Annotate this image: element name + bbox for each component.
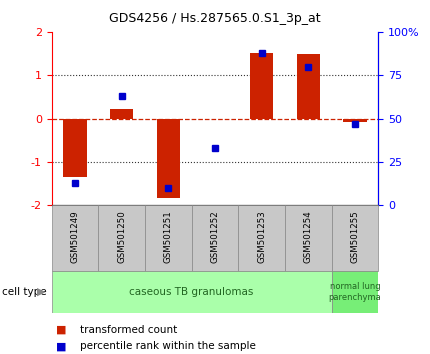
Bar <box>297 55 320 119</box>
Text: percentile rank within the sample: percentile rank within the sample <box>80 341 255 351</box>
Text: GSM501250: GSM501250 <box>117 211 126 263</box>
Text: ▶: ▶ <box>37 287 45 297</box>
Text: GSM501249: GSM501249 <box>71 211 80 263</box>
Text: transformed count: transformed count <box>80 325 177 335</box>
Text: GSM501252: GSM501252 <box>211 211 219 263</box>
Bar <box>192 205 238 271</box>
Text: GDS4256 / Hs.287565.0.S1_3p_at: GDS4256 / Hs.287565.0.S1_3p_at <box>109 12 321 25</box>
Bar <box>63 119 86 177</box>
Bar <box>52 271 332 313</box>
Bar <box>344 119 367 122</box>
Text: cell type: cell type <box>2 287 47 297</box>
Text: GSM501253: GSM501253 <box>257 211 266 263</box>
Bar <box>332 205 378 271</box>
Text: ■: ■ <box>56 341 66 351</box>
Bar <box>110 109 133 119</box>
Bar <box>250 53 273 119</box>
Bar <box>98 205 145 271</box>
Text: caseous TB granulomas: caseous TB granulomas <box>129 287 254 297</box>
Bar <box>285 205 332 271</box>
Text: GSM501255: GSM501255 <box>350 211 359 263</box>
Text: ■: ■ <box>56 325 66 335</box>
Bar <box>145 205 192 271</box>
Bar <box>52 205 98 271</box>
Bar <box>238 205 285 271</box>
Bar <box>157 119 180 198</box>
Bar <box>332 271 378 313</box>
Text: normal lung
parenchyma: normal lung parenchyma <box>329 282 381 302</box>
Text: GSM501251: GSM501251 <box>164 211 173 263</box>
Text: GSM501254: GSM501254 <box>304 211 313 263</box>
